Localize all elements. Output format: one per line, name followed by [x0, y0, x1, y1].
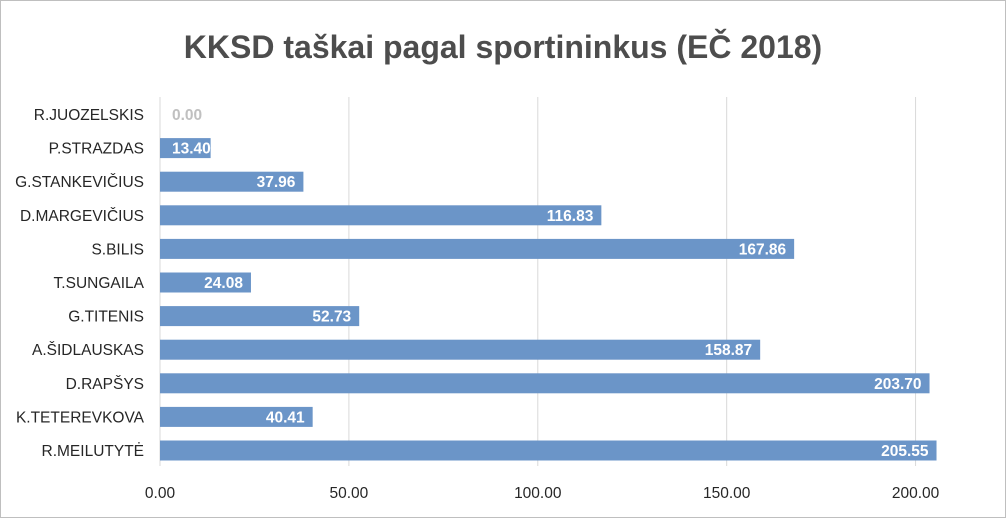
- data-labels: 0.00 13.40 37.96 116.83 167.86 24.08 52.73 158.…: [172, 107, 929, 460]
- x-tick-label: 0.00: [145, 485, 176, 502]
- bar-4: [160, 238, 795, 259]
- category-label: P.STRAZDAS: [49, 141, 144, 158]
- category-label: A.ŠIDLAUSKAS: [32, 342, 144, 359]
- category-label: G.TITENIS: [68, 309, 144, 326]
- data-label: 13.40: [172, 141, 211, 158]
- category-label: R.JUOZELSKIS: [34, 107, 144, 124]
- bar-10: [160, 440, 937, 461]
- data-label: 158.87: [705, 342, 752, 359]
- bar-2: [160, 171, 304, 192]
- x-tick-label: 50.00: [329, 485, 368, 502]
- x-tick-label: 200.00: [892, 485, 940, 502]
- category-label: S.BILIS: [91, 241, 144, 258]
- data-label: 40.41: [266, 409, 305, 426]
- category-labels: R.JUOZELSKIS P.STRAZDAS G.STANKEVIČIUS D.MA…: [15, 107, 145, 460]
- x-tick-label: 150.00: [703, 485, 751, 502]
- bar-9: [160, 406, 313, 427]
- category-label: T.SUNGAILA: [54, 275, 145, 292]
- bars: [160, 138, 937, 461]
- bar-5: [160, 272, 251, 293]
- category-label: K.TETEREVKOVA: [16, 409, 145, 426]
- x-axis-tick-labels: 0.00 50.00 100.00 150.00 200.00: [145, 485, 940, 502]
- bar-7: [160, 339, 761, 360]
- data-label: 52.73: [312, 309, 351, 326]
- data-label: 0.00: [172, 107, 202, 124]
- category-label: D.RAPŠYS: [66, 376, 144, 393]
- data-label: 24.08: [204, 275, 243, 292]
- category-label: G.STANKEVIČIUS: [15, 174, 144, 191]
- data-label: 205.55: [881, 443, 929, 460]
- data-label: 203.70: [874, 376, 921, 393]
- data-label: 37.96: [257, 174, 296, 191]
- bar-6: [160, 306, 360, 327]
- chart-title: KKSD taškai pagal sportininkus (EČ 2018): [184, 29, 822, 65]
- x-tick-label: 100.00: [514, 485, 562, 502]
- bar-3: [160, 205, 602, 226]
- category-label: D.MARGEVIČIUS: [20, 208, 144, 225]
- data-label: 116.83: [547, 208, 594, 225]
- data-label: 167.86: [739, 241, 787, 258]
- bar-8: [160, 373, 930, 394]
- category-label: R.MEILUTYTĖ: [42, 442, 144, 460]
- bar-1: [160, 138, 211, 159]
